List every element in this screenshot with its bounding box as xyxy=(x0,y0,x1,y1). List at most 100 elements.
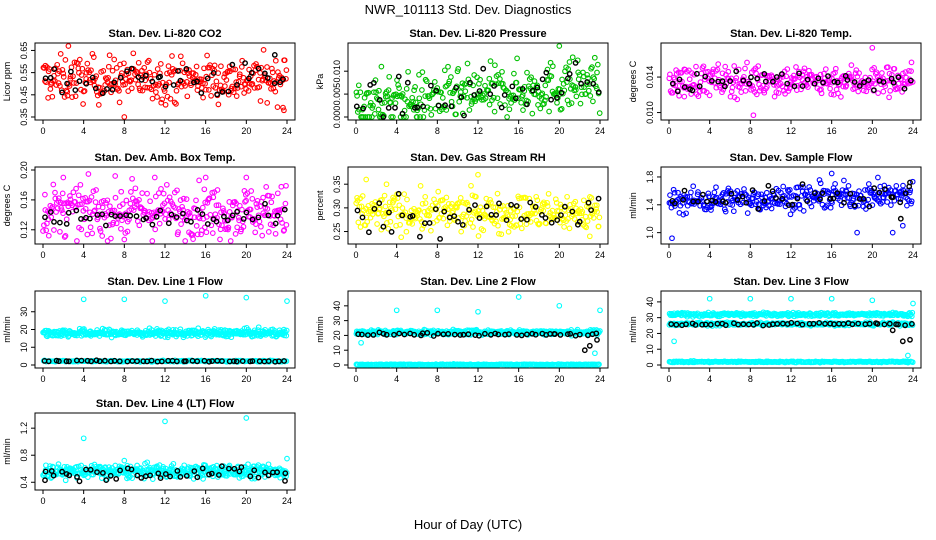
data-point xyxy=(516,86,523,92)
data-point xyxy=(768,205,775,212)
data-point xyxy=(596,361,602,368)
data-point xyxy=(357,89,364,96)
data-point xyxy=(891,65,898,72)
data-point xyxy=(152,193,159,200)
data-point xyxy=(595,195,602,202)
data-point xyxy=(727,78,734,85)
data-point xyxy=(180,207,186,213)
data-point xyxy=(42,214,48,221)
data-point xyxy=(796,70,802,77)
data-point xyxy=(782,90,788,97)
data-point xyxy=(788,319,795,326)
data-point xyxy=(747,295,754,302)
data-point xyxy=(681,187,688,194)
panel-title: Stan. Dev. Li-820 Temp. xyxy=(730,28,852,40)
data-point xyxy=(218,63,224,70)
data-point xyxy=(719,70,726,77)
data-point xyxy=(709,78,715,84)
data-point xyxy=(230,89,237,96)
data-point xyxy=(43,227,50,234)
data-point xyxy=(594,209,600,215)
data-point xyxy=(48,214,55,221)
data-points xyxy=(40,171,290,244)
data-point xyxy=(201,65,207,72)
data-point xyxy=(832,65,839,72)
data-point xyxy=(524,69,530,76)
data-point xyxy=(401,191,408,197)
data-point xyxy=(828,91,835,98)
data-points xyxy=(40,415,290,485)
data-point xyxy=(157,61,164,67)
data-point xyxy=(871,65,877,71)
data-point xyxy=(513,203,520,209)
data-point xyxy=(777,201,783,207)
data-point xyxy=(57,51,64,57)
data-point xyxy=(45,358,52,365)
data-point xyxy=(194,231,201,238)
data-point xyxy=(228,334,235,341)
data-point xyxy=(669,235,675,242)
data-point xyxy=(92,199,99,205)
x-tick-label: 20 xyxy=(867,126,877,136)
data-point xyxy=(381,99,388,106)
data-point xyxy=(183,196,190,202)
data-point xyxy=(455,66,462,72)
data-point xyxy=(459,221,466,228)
y-tick-label: 0.000 xyxy=(332,106,342,129)
data-point xyxy=(439,95,446,101)
data-point xyxy=(566,225,573,232)
data-point xyxy=(88,67,94,74)
data-point xyxy=(557,106,564,113)
data-point xyxy=(567,330,574,337)
data-point xyxy=(511,70,517,77)
data-point xyxy=(853,67,860,73)
data-point xyxy=(262,200,268,207)
data-point xyxy=(121,114,128,120)
data-point xyxy=(124,228,131,235)
data-point xyxy=(432,105,439,112)
data-point xyxy=(240,223,247,230)
data-point xyxy=(537,105,544,112)
data-point xyxy=(370,102,376,109)
data-point xyxy=(153,213,160,220)
data-point xyxy=(239,358,246,364)
data-point xyxy=(595,89,602,96)
data-point xyxy=(76,78,83,85)
data-point xyxy=(889,327,896,334)
data-point xyxy=(165,216,172,223)
data-point xyxy=(753,70,759,77)
y-tick-label: 0.25 xyxy=(332,223,342,241)
data-point xyxy=(158,358,165,365)
data-point xyxy=(125,88,132,94)
data-point xyxy=(173,101,179,107)
data-point xyxy=(177,197,184,203)
data-point xyxy=(60,70,67,77)
data-point xyxy=(806,184,813,190)
data-point xyxy=(588,207,594,214)
data-point xyxy=(180,195,187,202)
data-point xyxy=(504,212,511,218)
data-point xyxy=(232,231,239,237)
data-point xyxy=(373,89,379,96)
data-point xyxy=(414,114,420,120)
data-point xyxy=(72,87,79,94)
data-point xyxy=(67,193,73,199)
panel-title: Stan. Dev. Sample Flow xyxy=(730,152,853,164)
data-point xyxy=(708,207,714,213)
data-point xyxy=(191,214,198,221)
data-point xyxy=(56,68,63,74)
data-point xyxy=(153,89,159,95)
data-point xyxy=(276,358,282,365)
x-tick-label: 16 xyxy=(514,374,524,384)
data-point xyxy=(78,72,85,78)
data-point xyxy=(264,206,271,212)
data-point xyxy=(175,229,181,235)
data-point xyxy=(203,229,210,236)
data-point xyxy=(476,88,483,94)
data-point xyxy=(445,80,452,87)
data-point xyxy=(834,190,841,197)
data-point xyxy=(99,233,106,239)
data-point xyxy=(566,59,573,65)
data-point xyxy=(495,222,501,229)
data-point xyxy=(399,91,406,97)
